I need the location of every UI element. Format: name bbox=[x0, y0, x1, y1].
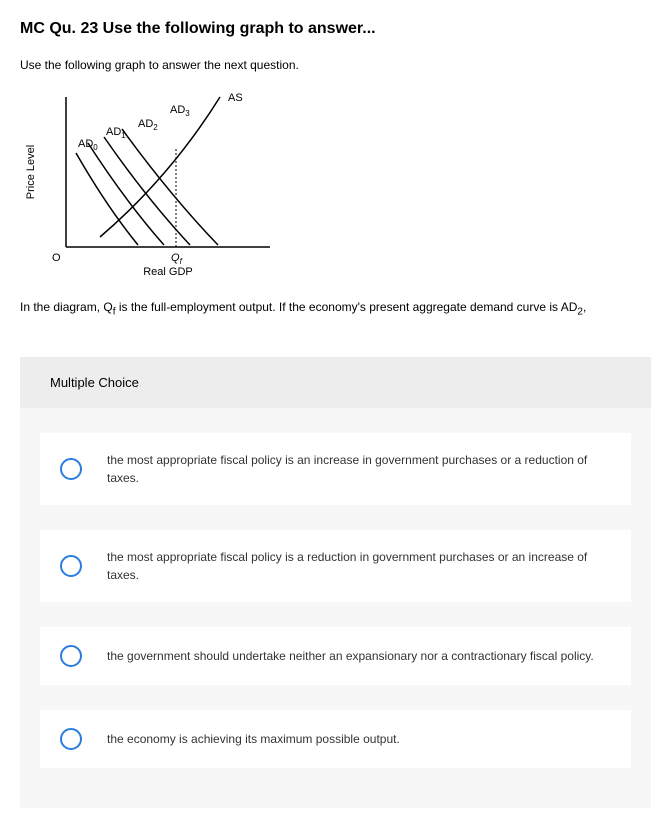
radio-button[interactable] bbox=[60, 555, 82, 577]
option-row[interactable]: the most appropriate fiscal policy is a … bbox=[40, 530, 631, 602]
svg-text:AD0: AD0 bbox=[78, 138, 98, 152]
option-text: the economy is achieving its maximum pos… bbox=[107, 730, 400, 748]
option-text: the most appropriate fiscal policy is an… bbox=[107, 451, 611, 487]
multiple-choice-section: Multiple Choice the most appropriate fis… bbox=[20, 357, 651, 808]
radio-button[interactable] bbox=[60, 728, 82, 750]
option-row[interactable]: the economy is achieving its maximum pos… bbox=[40, 710, 631, 768]
diagram-text-prefix: In the diagram, Q bbox=[20, 300, 113, 314]
option-row[interactable]: the government should undertake neither … bbox=[40, 627, 631, 685]
question-instruction: Use the following graph to answer the ne… bbox=[20, 58, 651, 72]
svg-text:Qf: Qf bbox=[171, 252, 183, 266]
option-row[interactable]: the most appropriate fiscal policy is an… bbox=[40, 433, 631, 505]
option-text: the most appropriate fiscal policy is a … bbox=[107, 548, 611, 584]
diagram-text-suffix: , bbox=[583, 300, 586, 314]
option-text: the government should undertake neither … bbox=[107, 647, 594, 665]
options-area: the most appropriate fiscal policy is an… bbox=[20, 408, 651, 808]
diagram-text-mid: is the full-employment output. If the ec… bbox=[116, 300, 578, 314]
radio-button[interactable] bbox=[60, 458, 82, 480]
svg-text:Real GDP: Real GDP bbox=[143, 266, 193, 277]
svg-text:AS: AS bbox=[228, 92, 243, 104]
svg-text:AD2: AD2 bbox=[138, 118, 158, 132]
ad-as-graph: Price Level O AS AD0 AD1 AD2 AD3 QfReal GDP bbox=[20, 87, 280, 277]
svg-text:Price Level: Price Level bbox=[25, 145, 37, 199]
svg-text:O: O bbox=[52, 252, 61, 264]
graph-container: Price Level O AS AD0 AD1 AD2 AD3 QfReal GDP bbox=[20, 87, 651, 280]
svg-text:AD1: AD1 bbox=[106, 126, 126, 140]
diagram-description: In the diagram, Qf is the full-employmen… bbox=[20, 300, 651, 317]
question-title: MC Qu. 23 Use the following graph to ans… bbox=[20, 20, 651, 38]
svg-text:AD3: AD3 bbox=[170, 104, 190, 118]
radio-button[interactable] bbox=[60, 645, 82, 667]
mc-header: Multiple Choice bbox=[20, 357, 651, 408]
